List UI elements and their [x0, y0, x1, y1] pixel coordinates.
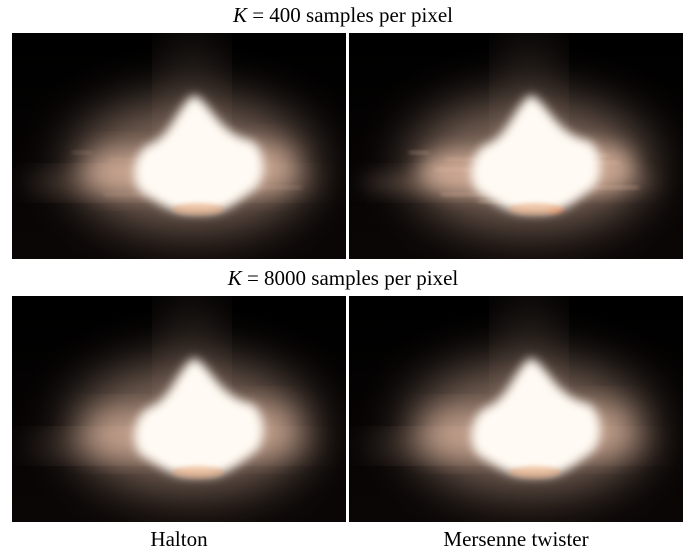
- row-caption-text: = 400 samples per pixel: [246, 3, 454, 27]
- row-caption-k400: K = 400 samples per pixel: [0, 3, 686, 27]
- row-caption-text: = 8000 samples per pixel: [241, 266, 459, 290]
- k-symbol: K: [227, 266, 242, 290]
- row-caption-k8000: K = 8000 samples per pixel: [0, 266, 686, 290]
- k-symbol: K: [232, 3, 247, 27]
- render-mersenne-k400: [349, 33, 683, 259]
- column-label-mersenne: Mersenne twister: [443, 527, 589, 551]
- render-halton-k400: [12, 33, 346, 259]
- render-mersenne-k8000: [349, 296, 683, 522]
- render-halton-k8000: [12, 296, 346, 522]
- column-label-halton: Halton: [150, 527, 208, 551]
